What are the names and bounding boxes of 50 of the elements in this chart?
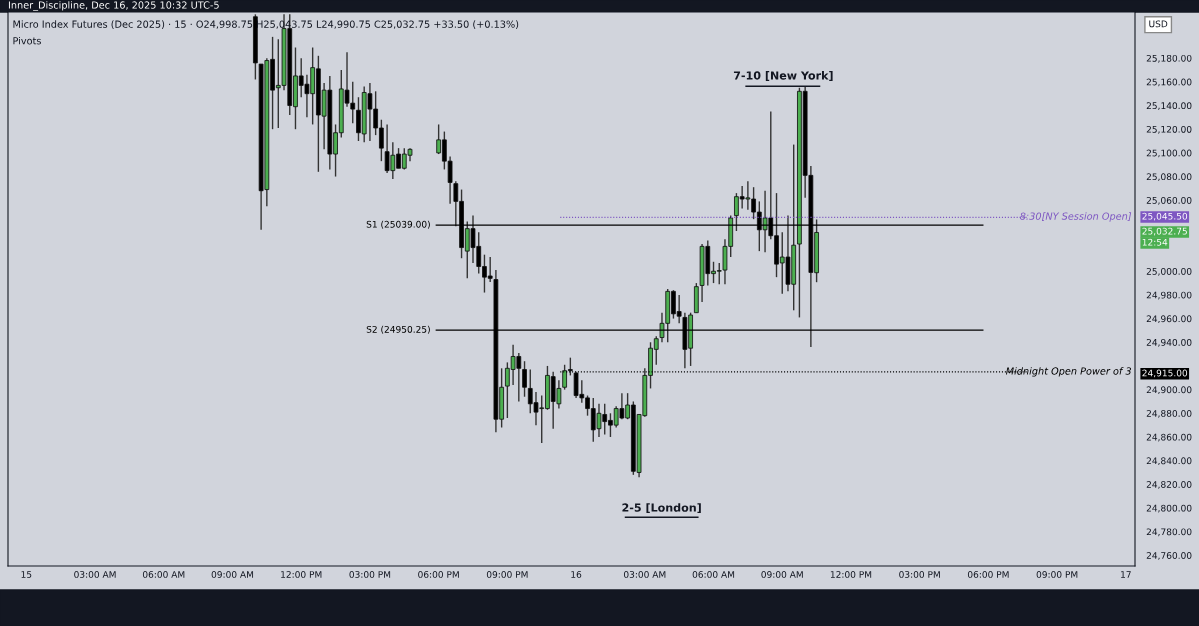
- y-tick-label: 24,980.00: [1146, 291, 1192, 300]
- y-tick-label: 25,000.00: [1146, 267, 1192, 276]
- text: 24,915.00: [1142, 369, 1188, 378]
- y-tick-label: 24,840.00: [1146, 457, 1192, 466]
- candlestick: [522, 360, 527, 398]
- y-tick-label: 25,160.00: [1146, 78, 1192, 87]
- ref-line-label: S2 (24950.25): [366, 325, 430, 334]
- y-tick-label: 24,860.00: [1146, 433, 1192, 442]
- text: USD: [1149, 20, 1168, 28]
- x-tick-label: 09:00 PM: [1036, 571, 1078, 578]
- annotation: Pivots: [13, 36, 41, 45]
- y-tick-label: 24,880.00: [1146, 410, 1192, 418]
- x-tick-label: 06:00 AM: [692, 571, 735, 578]
- x-tick-label: 12:00 PM: [281, 571, 322, 578]
- text: 25,045.50: [1142, 212, 1188, 221]
- y-tick-label: 24,760.00: [1146, 552, 1192, 560]
- y-tick-label: 24,940.00: [1146, 339, 1192, 347]
- x-tick-label: 03:00 PM: [349, 571, 391, 578]
- ref-line-label: Midnight Open Power of 3: [1005, 367, 1131, 377]
- x-tick-label: 09:00 PM: [486, 571, 528, 578]
- chart-title: Inner_Discipline, Dec 16, 2025 10:32 UTC-5: [8, 1, 219, 11]
- y-tick-label: 25,100.00: [1146, 149, 1192, 158]
- x-tick-label: 12:00 PM: [830, 571, 872, 578]
- x-tick-label: 17: [1121, 571, 1131, 578]
- x-tick-label: 03:00 PM: [899, 571, 940, 578]
- annotation: 2-5 [London]: [622, 503, 701, 514]
- x-tick-label: 15: [21, 571, 32, 578]
- x-tick-label: 16: [571, 571, 582, 578]
- y-tick-label: 24,900.00: [1146, 386, 1192, 395]
- y-tick-label: 25,080.00: [1146, 173, 1192, 182]
- x-tick-label: 06:00 PM: [967, 571, 1009, 578]
- x-tick-label: 09:00 AM: [211, 571, 254, 578]
- x-tick-label: 09:00 AM: [761, 571, 803, 578]
- y-tick-label: 24,820.00: [1146, 481, 1192, 489]
- x-tick-label: 06:00 PM: [418, 571, 459, 578]
- text: 12:54: [1142, 238, 1168, 246]
- text: 25,032.75: [1142, 227, 1187, 236]
- y-tick-label: 24,960.00: [1146, 315, 1192, 324]
- ref-line-label: S1 (25039.00): [366, 220, 430, 229]
- y-tick-label: 25,060.00: [1146, 196, 1192, 205]
- x-tick-label: 06:00 AM: [142, 571, 185, 578]
- x-tick-label: 03:00 AM: [74, 571, 116, 578]
- y-tick-label: 25,180.00: [1146, 54, 1192, 63]
- annotation: 7-10 [New York]: [733, 71, 833, 81]
- annotation: 8:30[NY Session Open]: [1020, 212, 1132, 222]
- y-tick-label: 25,120.00: [1146, 125, 1192, 134]
- y-tick-label: 24,780.00: [1146, 528, 1192, 537]
- y-tick-label: 24,800.00: [1146, 504, 1192, 513]
- y-tick-label: 25,140.00: [1146, 102, 1192, 110]
- x-tick-label: 03:00 AM: [623, 571, 666, 578]
